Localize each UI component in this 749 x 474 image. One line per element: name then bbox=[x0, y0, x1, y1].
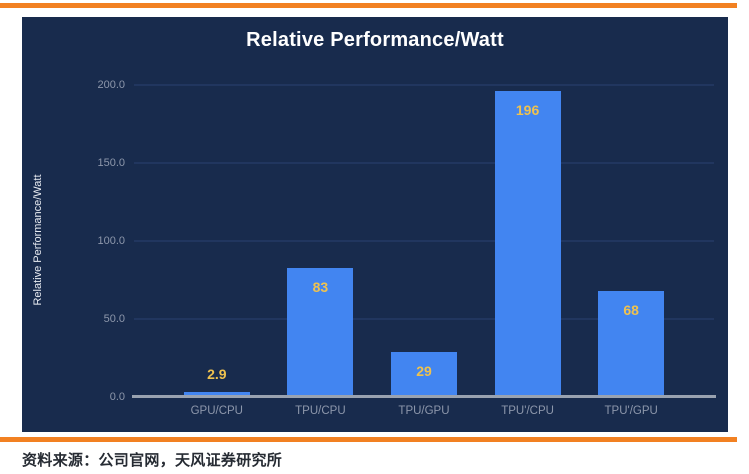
source-note: 资料来源：公司官网，天风证券研究所 bbox=[22, 452, 283, 469]
x-category-label: TPU'/GPU bbox=[604, 405, 658, 417]
gridline bbox=[134, 240, 714, 242]
bar-slot: 196 TPU'/CPU bbox=[476, 85, 580, 417]
bottom-accent-rule bbox=[0, 437, 737, 442]
y-tick-label: 200.0 bbox=[97, 79, 125, 91]
gridline bbox=[134, 162, 714, 164]
bar-value-label: 2.9 bbox=[207, 366, 227, 383]
bar-value-label: 83 bbox=[312, 278, 329, 295]
bars-row: 2.9 GPU/CPU 83 TPU/CPU 29 TPU/GPU 196 TPU'/CPU 6… bbox=[134, 85, 714, 417]
x-category-label: TPU/CPU bbox=[295, 405, 346, 417]
bar bbox=[287, 267, 354, 397]
bar-value-label: 68 bbox=[623, 301, 639, 318]
y-tick-label: 50.0 bbox=[103, 313, 125, 325]
chart-title: Relative Performance/Watt bbox=[246, 29, 504, 51]
y-tick-label: 100.0 bbox=[97, 235, 125, 247]
x-category-label: GPU/CPU bbox=[190, 405, 243, 417]
bar bbox=[390, 351, 457, 397]
bar bbox=[598, 290, 665, 397]
bar-value-label: 29 bbox=[416, 362, 432, 379]
y-tick-label: 0.0 bbox=[109, 391, 125, 403]
bar bbox=[494, 91, 561, 397]
bar-slot: 2.9 GPU/CPU bbox=[165, 85, 269, 417]
y-axis-tick-labels: 0.0 50.0 100.0 150.0 200.0 bbox=[22, 79, 125, 403]
gridline bbox=[134, 318, 714, 320]
x-axis-line bbox=[132, 395, 716, 398]
bar-value-label: 196 bbox=[515, 102, 540, 119]
bar-slot: 83 TPU/CPU bbox=[269, 85, 373, 417]
top-accent-rule bbox=[0, 3, 737, 8]
y-tick-label: 150.0 bbox=[97, 157, 125, 169]
x-category-label: TPU'/CPU bbox=[501, 405, 554, 417]
bar bbox=[183, 392, 250, 397]
plot-area: 2.9 GPU/CPU 83 TPU/CPU 29 TPU/GPU 196 TPU'/CPU 6… bbox=[132, 84, 716, 417]
x-category-label: TPU/GPU bbox=[398, 405, 450, 417]
gridline bbox=[134, 84, 714, 86]
chart-panel: Relative Performance/Watt Relative Perfo… bbox=[22, 17, 728, 432]
bar-slot: 29 TPU/GPU bbox=[372, 85, 476, 417]
bar-slot: 68 TPU'/GPU bbox=[579, 85, 683, 417]
